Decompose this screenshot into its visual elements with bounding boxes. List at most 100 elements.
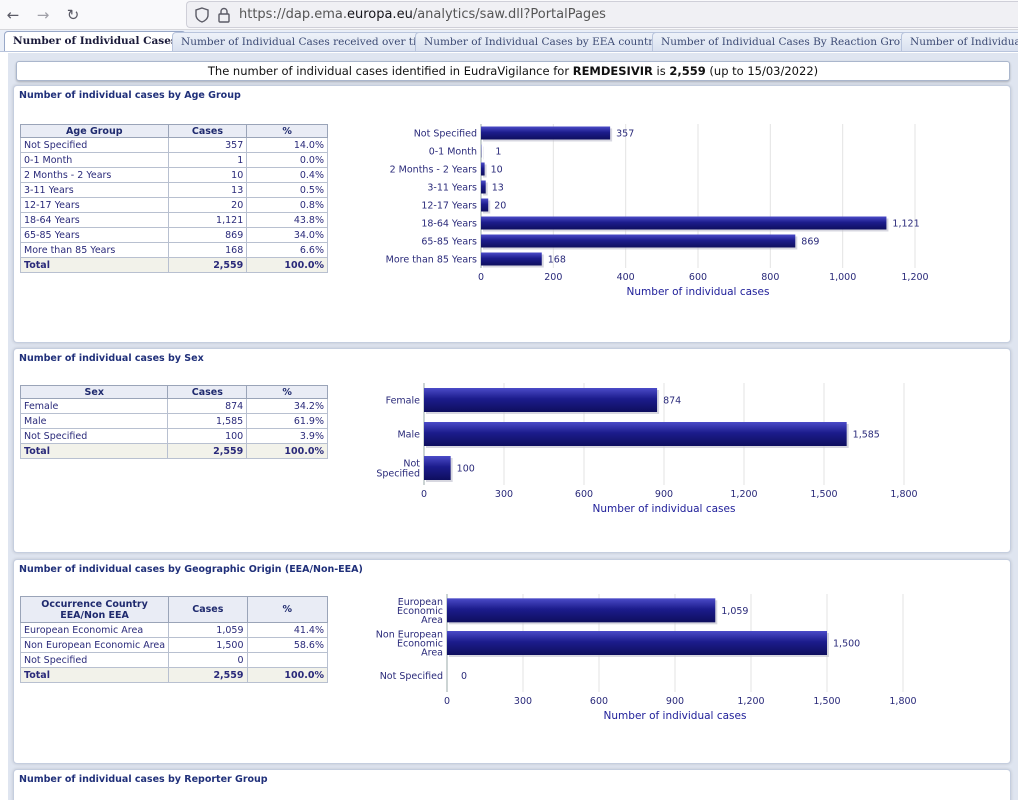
data-label: 100 <box>457 464 475 475</box>
cases-cell: 1,585 <box>167 413 248 429</box>
geographic-origin-chart: 0 300 600 900 1,200 1,500 1,800EuropeanEconomi… <box>376 594 917 722</box>
data-label: 1,121 <box>892 219 919 230</box>
x-tick-label: 1,800 <box>889 696 916 707</box>
cases-cell: 1,500 <box>168 637 248 653</box>
column-header: % <box>246 124 328 138</box>
back-icon[interactable]: ← <box>6 6 20 24</box>
cases-cell: 168 <box>167 242 248 258</box>
address-bar[interactable]: https://dap.ema.europa.eu/analytics/saw.… <box>186 1 1018 28</box>
percent-cell: 61.9% <box>246 413 328 429</box>
data-label: 1 <box>495 147 501 158</box>
tab-individual-cases[interactable]: Number of Individual Cases <box>4 31 186 51</box>
percent-cell: 6.6% <box>246 242 328 258</box>
bar <box>424 388 658 412</box>
table-row: Female 874 34.2% <box>19 398 328 414</box>
cases-cell: 13 <box>167 182 248 198</box>
data-label: 10 <box>491 165 503 176</box>
cases-cell: 1 <box>167 152 248 168</box>
category-label: 2 Months - 2 Years <box>390 165 477 176</box>
category-label: Area <box>421 648 443 659</box>
age-group-table: Age Group Cases % Not Specified 357 14.0% … <box>20 124 328 273</box>
sex-table: Sex Cases % Female 874 34.2% Male 1,585 61.9… <box>19 385 328 459</box>
url-text[interactable]: https://dap.ema.europa.eu/analytics/saw.… <box>239 7 606 22</box>
data-label: 1,059 <box>721 606 748 617</box>
summary-banner: The number of individual cases identifie… <box>16 61 1010 81</box>
cases-cell: 100 <box>167 428 248 444</box>
row-label: European Economic Area <box>19 622 170 638</box>
row-label: 2 Months - 2 Years <box>20 167 169 183</box>
bar <box>481 180 486 194</box>
shield-icon[interactable] <box>195 7 209 23</box>
total-percent: 100.0% <box>246 443 328 459</box>
category-label: 18-64 Years <box>421 219 477 230</box>
table-row: 18-64 Years 1,121 43.8% <box>20 212 328 228</box>
banner-total: 2,559 <box>669 64 706 78</box>
x-tick-label: 900 <box>655 489 673 500</box>
row-label: 12-17 Years <box>20 197 169 213</box>
percent-cell: 34.0% <box>246 227 328 243</box>
cases-cell: 20 <box>167 197 248 213</box>
category-label: More than 85 Years <box>386 255 477 266</box>
table-row: Non European Economic Area 1,500 58.6% <box>19 637 328 653</box>
bar <box>424 422 847 446</box>
percent-cell: 3.9% <box>246 428 328 444</box>
bar <box>481 198 489 212</box>
percent-cell: 43.8% <box>246 212 328 228</box>
category-label: Economic <box>397 606 443 617</box>
column-header: Occurrence Country EEA/Non EEA <box>19 596 170 623</box>
table-row: Male 1,585 61.9% <box>19 413 328 429</box>
x-tick-label: 300 <box>514 696 532 707</box>
x-tick-label: 300 <box>495 489 513 500</box>
x-tick-label: 0 <box>444 696 450 707</box>
banner-text: The number of individual cases identifie… <box>207 64 573 78</box>
lock-icon[interactable] <box>217 7 231 23</box>
dashboard-page: The number of individual cases identifie… <box>8 53 1018 800</box>
category-label: 3-11 Years <box>427 183 477 194</box>
row-label: 0-1 Month <box>20 152 169 168</box>
url-host: europa.eu <box>346 7 413 22</box>
panel-title: Number of individual cases by Age Group <box>19 90 241 101</box>
x-tick-label: 1,000 <box>829 272 856 283</box>
data-label: 874 <box>663 396 681 407</box>
percent-cell: 0.8% <box>246 197 328 213</box>
data-label: 20 <box>494 201 506 212</box>
bar <box>447 598 716 623</box>
data-label: 168 <box>548 255 566 266</box>
dashboard-tabbar: Number of Individual Cases Number of Ind… <box>0 30 1018 52</box>
row-label: 18-64 Years <box>20 212 169 228</box>
category-label: Specified <box>376 469 420 480</box>
data-label: 13 <box>492 183 504 194</box>
table-row: Not Specified 357 14.0% <box>20 137 328 153</box>
bar <box>481 234 796 248</box>
total-cases: 2,559 <box>167 257 248 273</box>
category-label: Not Specified <box>380 671 443 682</box>
cases-cell: 1,121 <box>167 212 248 228</box>
reload-icon[interactable]: ↻ <box>66 6 80 24</box>
cases-cell: 1,059 <box>168 622 248 638</box>
category-label: Area <box>421 615 443 626</box>
percent-cell: 14.0% <box>246 137 328 153</box>
tab-cases-by-reaction[interactable]: Number of Individual Cases By Reaction G… <box>652 32 928 51</box>
column-header: % <box>246 385 328 399</box>
percent-cell: 34.2% <box>246 398 328 414</box>
data-label: 0 <box>461 671 467 682</box>
panel-title: Number of individual cases by Reporter G… <box>19 774 268 785</box>
x-tick-label: 400 <box>617 272 635 283</box>
table-row: 65-85 Years 869 34.0% <box>20 227 328 243</box>
total-row: Total 2,559 100.0% <box>19 443 328 459</box>
row-label: Non European Economic Area <box>19 637 170 653</box>
cases-cell: 869 <box>167 227 248 243</box>
forward-icon[interactable]: → <box>36 6 50 24</box>
cases-cell: 0 <box>168 652 248 668</box>
x-tick-label: 0 <box>421 489 427 500</box>
total-cases: 2,559 <box>167 443 248 459</box>
x-tick-label: 800 <box>761 272 779 283</box>
tab-cases-more[interactable]: Number of Individual C <box>901 32 1018 51</box>
category-label: European <box>398 597 443 608</box>
table-row: More than 85 Years 168 6.6% <box>20 242 328 258</box>
tab-cases-by-eea[interactable]: Number of Individual Cases by EEA countr… <box>415 32 678 51</box>
cases-cell: 10 <box>167 167 248 183</box>
bar <box>447 631 827 655</box>
tab-cases-over-time[interactable]: Number of Individual Cases received over… <box>172 32 442 51</box>
panel-title: Number of individual cases by Geographic… <box>19 564 363 575</box>
